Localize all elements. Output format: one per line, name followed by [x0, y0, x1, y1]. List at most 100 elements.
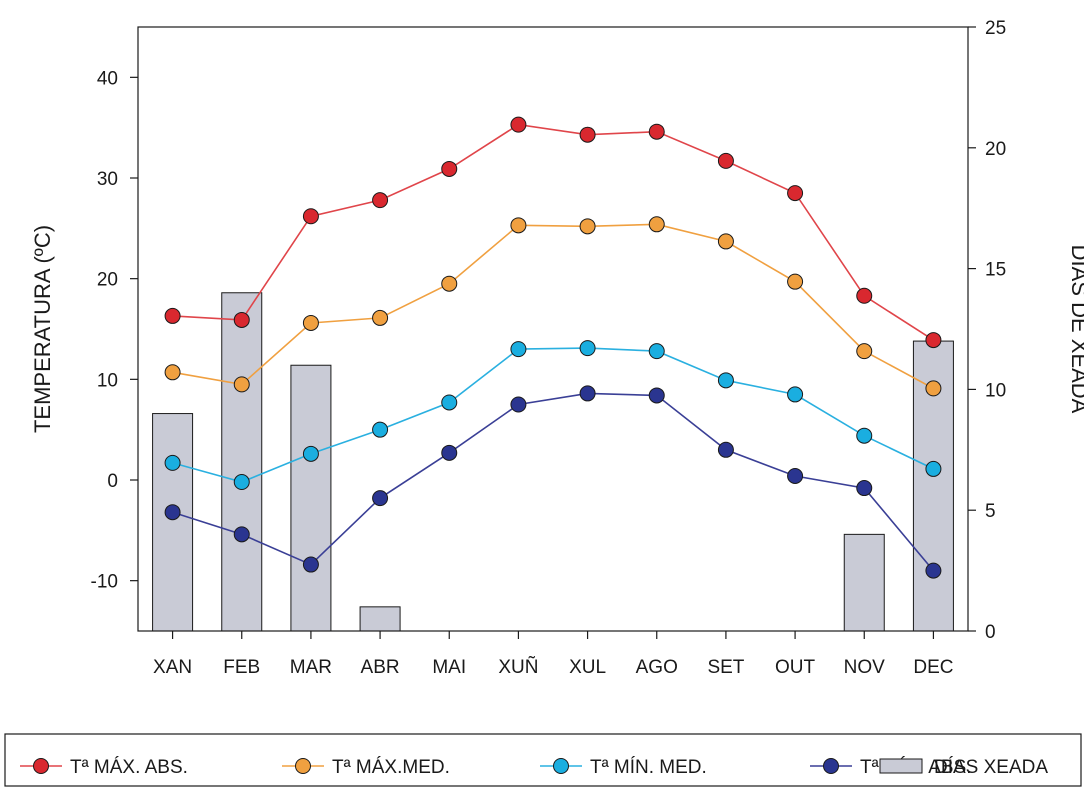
point-3-xan	[164, 454, 181, 471]
y2-tick-label: 25	[985, 18, 1006, 39]
x-tick-label-xuñ: XUÑ	[498, 656, 538, 678]
bars-layer	[152, 292, 954, 632]
y2-tick-label: 0	[985, 622, 996, 643]
legend-label-bars: DÍAS XEADA	[934, 757, 1048, 778]
point-1-dec	[925, 332, 942, 349]
y-tick-label: 20	[97, 270, 118, 291]
x-tick-label-mar: MAR	[290, 657, 332, 678]
y-tick-label: 0	[107, 471, 118, 492]
point-4-out	[787, 467, 804, 484]
series-line-3	[172, 347, 934, 483]
series-line-2	[172, 223, 934, 390]
x-tick-label-feb: FEB	[223, 657, 260, 678]
x-tick-label-ago: AGO	[636, 657, 678, 678]
point-1-xan	[164, 307, 181, 324]
point-1-ago	[648, 123, 665, 140]
y-tick-label: 40	[97, 68, 118, 89]
x-tick-label-out: OUT	[775, 657, 816, 678]
point-2-xul	[579, 218, 596, 235]
x-tick-label-abr: ABR	[361, 657, 400, 678]
series-1	[164, 116, 942, 349]
point-3-feb	[233, 474, 250, 491]
point-2-xuñ	[510, 217, 527, 234]
point-4-mai	[441, 444, 458, 461]
legend-marker-1	[33, 758, 49, 774]
point-1-out	[787, 185, 804, 202]
point-4-mar	[302, 556, 319, 573]
x-tick-label-xan: XAN	[153, 657, 192, 678]
bar-dias-xeada-feb	[221, 292, 263, 632]
point-1-xuñ	[510, 116, 527, 133]
point-1-set	[717, 152, 734, 169]
point-1-xul	[579, 126, 596, 143]
point-2-nov	[856, 343, 873, 360]
legend-label-2: Tª MÁX.MED.	[332, 757, 450, 778]
point-3-nov	[856, 427, 873, 444]
x-tick-label-mai: MAI	[432, 657, 466, 678]
point-4-xan	[164, 504, 181, 521]
point-3-out	[787, 386, 804, 403]
point-3-set	[717, 372, 734, 389]
series-layer	[164, 116, 942, 579]
point-2-xan	[164, 364, 181, 381]
point-4-set	[717, 441, 734, 458]
series-3	[164, 340, 942, 491]
point-3-ago	[648, 343, 665, 360]
legend-swatch-bars	[879, 758, 923, 774]
point-2-abr	[372, 309, 389, 326]
legend-marker-2	[295, 758, 311, 774]
point-2-mar	[302, 314, 319, 331]
point-3-mai	[441, 394, 458, 411]
point-4-xuñ	[510, 396, 527, 413]
x-tick-label-dec: DEC	[913, 657, 953, 678]
y-tick-label: 10	[97, 370, 118, 391]
x-tick-label-nov: NOV	[844, 657, 886, 678]
point-4-ago	[648, 387, 665, 404]
series-2	[164, 216, 942, 397]
point-4-abr	[372, 490, 389, 507]
point-1-feb	[233, 311, 250, 328]
point-2-feb	[233, 376, 250, 393]
series-line-4	[172, 392, 935, 572]
legend-marker-4	[823, 758, 839, 774]
bar-dias-xeada-nov	[843, 533, 885, 632]
y2-tick-label: 20	[985, 139, 1006, 160]
point-2-dec	[925, 380, 942, 397]
point-1-mar	[302, 208, 319, 225]
plot-frame	[137, 26, 969, 632]
legend: Tª MÁX. ABS.Tª MÁX.MED.Tª MÍN. MED.Tª MÍ…	[4, 733, 1082, 787]
y2-tick-label: 15	[985, 260, 1006, 281]
point-3-mar	[302, 445, 319, 462]
point-4-xul	[579, 385, 596, 402]
point-1-abr	[372, 192, 389, 209]
series-line-1	[172, 123, 934, 341]
legend-marker-3	[553, 758, 569, 774]
legend-label-1: Tª MÁX. ABS.	[70, 757, 188, 778]
x-tick-label-xul: XUL	[569, 657, 606, 678]
point-3-abr	[372, 421, 389, 438]
y2-axis-title: DÍAS DE XEADA	[1067, 245, 1084, 414]
bar-dias-xeada-abr	[359, 606, 401, 632]
point-2-out	[787, 273, 804, 290]
y-axis-title: TEMPERATURA (ºC)	[30, 225, 55, 433]
point-3-dec	[925, 460, 942, 477]
y2-tick-label: 10	[985, 380, 1006, 401]
point-2-ago	[648, 216, 665, 233]
x-tick-label-set: SET	[707, 657, 744, 678]
point-3-xuñ	[510, 341, 527, 358]
y-tick-label: -10	[91, 572, 118, 593]
point-4-feb	[233, 526, 250, 543]
series-4	[164, 385, 942, 579]
y2-tick-label: 5	[985, 501, 996, 522]
point-2-mai	[441, 275, 458, 292]
point-1-mai	[441, 160, 458, 177]
bar-dias-xeada-mar	[290, 364, 332, 632]
point-4-dec	[925, 562, 942, 579]
point-1-nov	[856, 287, 873, 304]
point-4-nov	[856, 480, 873, 497]
point-2-set	[717, 233, 734, 250]
axes-layer: -10 0 10 20 30 40 0 5 10 15 20 25 XAN FEB MAR ABR MAI XUÑ…	[30, 18, 1084, 678]
y-tick-label: 30	[97, 169, 118, 190]
